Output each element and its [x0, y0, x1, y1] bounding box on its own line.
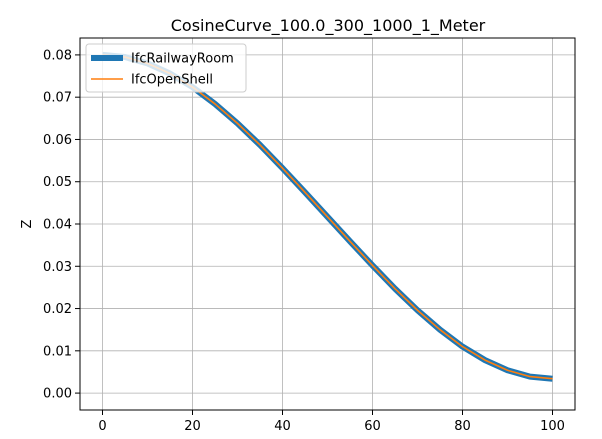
legend-label-0: IfcRailwayRoom: [131, 52, 234, 67]
x-axis: 0 20 40 60 80 100: [98, 410, 565, 434]
x-tick-label: 20: [184, 419, 201, 434]
legend-box: [85, 43, 247, 93]
y-axis: 0.00 0.01 0.02 0.03 0.04 0.05 0.06 0.07 0.08: [43, 48, 80, 402]
y-tick-label: 0.00: [43, 387, 72, 402]
y-tick-label: 0.04: [43, 218, 72, 233]
grid: [80, 38, 575, 410]
legend: IfcRailwayRoom IfcOpenShell: [85, 43, 247, 93]
y-tick-label: 0.02: [43, 302, 72, 317]
y-tick-label: 0.06: [43, 133, 72, 148]
x-tick-label: 60: [364, 419, 381, 434]
y-tick-label: 0.08: [43, 48, 72, 63]
chart-title: CosineCurve_100.0_300_1000_1_Meter: [171, 16, 486, 36]
y-tick-label: 0.07: [43, 91, 72, 106]
x-tick-label: 0: [98, 419, 106, 434]
y-tick-label: 0.03: [43, 260, 72, 275]
x-tick-label: 80: [454, 419, 471, 434]
y-axis-label: Z: [20, 219, 35, 228]
x-tick-label: 40: [274, 419, 291, 434]
legend-label-1: IfcOpenShell: [131, 73, 213, 88]
y-tick-label: 0.05: [43, 175, 72, 190]
x-tick-label: 100: [540, 419, 565, 434]
y-tick-label: 0.01: [43, 344, 72, 359]
